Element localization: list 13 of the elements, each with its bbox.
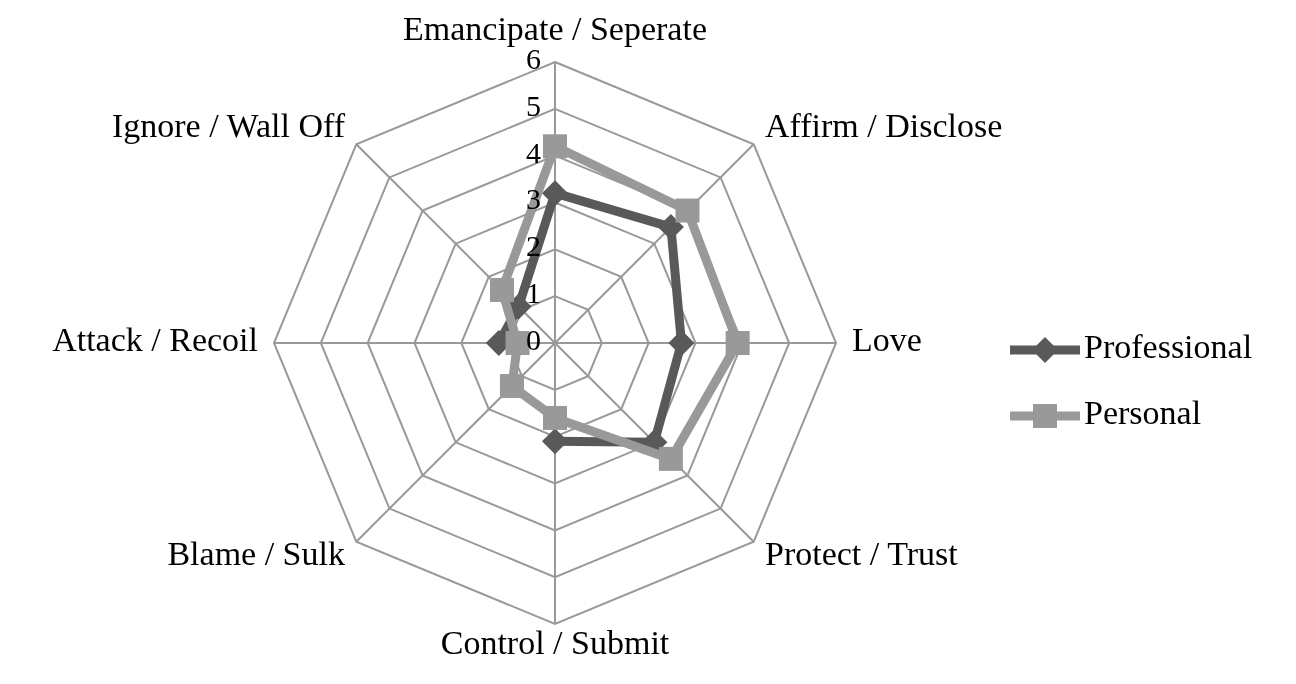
y-tick-label: 0: [526, 322, 541, 356]
y-tick-label: 4: [526, 135, 541, 169]
legend-label: Personal: [1084, 393, 1202, 431]
spoke-label: Control / Submit: [440, 623, 670, 661]
spoke-label: Ignore / Wall Off: [111, 106, 346, 144]
spoke-label: Love: [852, 320, 922, 358]
y-tick-label: 5: [526, 88, 541, 122]
spoke-label: Affirm / Disclose: [765, 106, 1003, 144]
legend-label: Professional: [1084, 327, 1253, 365]
y-tick-label: 1: [526, 276, 541, 310]
spoke-label: Protect / Trust: [765, 535, 959, 573]
spoke-label: Blame / Sulk: [167, 535, 345, 573]
spoke-label: Attack / Recoil: [52, 320, 258, 358]
